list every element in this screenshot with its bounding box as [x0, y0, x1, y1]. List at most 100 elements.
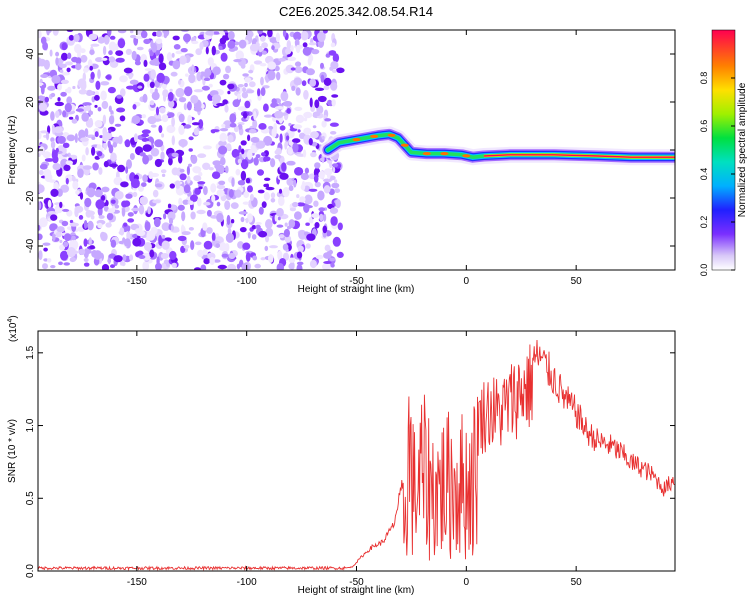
noise-blob	[326, 169, 331, 180]
noise-blob	[43, 59, 51, 70]
noise-blob	[39, 217, 48, 228]
y-tick-label: -20	[25, 190, 36, 205]
noise-blob	[158, 235, 163, 245]
noise-blob	[203, 185, 208, 196]
noise-blob	[42, 242, 51, 246]
noise-blob	[47, 211, 57, 215]
noise-blob	[68, 34, 74, 41]
noise-blob	[323, 185, 331, 194]
noise-blob	[38, 201, 42, 210]
noise-blob	[241, 87, 247, 93]
noise-blob	[142, 144, 152, 152]
noise-blob	[38, 102, 48, 112]
noise-blob	[300, 172, 309, 181]
noise-blob	[126, 159, 132, 170]
noise-blob	[307, 57, 312, 66]
noise-blob	[187, 114, 193, 125]
noise-blob	[45, 131, 50, 141]
noise-blob	[263, 156, 268, 162]
noise-blob	[110, 199, 116, 204]
noise-blob	[38, 169, 44, 176]
noise-blob	[250, 136, 260, 143]
noise-blob	[82, 165, 92, 170]
noise-blob	[311, 49, 320, 55]
noise-blob	[64, 102, 72, 113]
noise-blob	[227, 134, 234, 143]
noise-blob	[274, 110, 284, 119]
noise-blob	[325, 53, 331, 58]
noise-blob	[169, 183, 175, 189]
noise-blob	[43, 258, 49, 262]
noise-blob	[96, 151, 103, 157]
spectrogram-y-label: Frequency (Hz)	[7, 116, 18, 185]
spectrogram-image	[38, 30, 675, 270]
noise-blob	[296, 251, 303, 259]
noise-blob	[142, 154, 150, 165]
noise-blob	[303, 117, 308, 122]
noise-blob	[138, 255, 146, 259]
noise-blob	[158, 62, 167, 71]
noise-blob	[243, 191, 250, 198]
noise-blob	[330, 82, 338, 91]
snr-panel: -150 -100 -50 0 50 0.0 0.5 1.0 1.5 Height of st…	[7, 315, 676, 596]
snr-scale-label: (x10	[8, 322, 19, 342]
noise-blob	[331, 182, 340, 189]
noise-blob	[55, 51, 60, 57]
noise-blob	[150, 147, 160, 157]
noise-blob	[50, 265, 56, 269]
noise-blob	[264, 245, 269, 252]
noise-blob	[49, 49, 53, 57]
noise-blob	[98, 167, 103, 175]
noise-blob	[198, 119, 204, 129]
noise-blob	[60, 250, 69, 261]
noise-blob	[321, 120, 327, 128]
noise-blob	[323, 213, 327, 222]
noise-blob	[197, 181, 206, 185]
noise-blob	[98, 215, 105, 219]
noise-blob	[62, 208, 70, 212]
noise-blob	[88, 33, 98, 40]
noise-blob	[296, 194, 300, 199]
noise-blob	[255, 224, 261, 230]
noise-blob	[101, 57, 108, 61]
noise-blob	[97, 222, 103, 229]
noise-blob	[61, 220, 69, 227]
noise-blob	[225, 232, 234, 243]
noise-blob	[314, 99, 320, 109]
noise-blob	[161, 133, 165, 138]
noise-blob	[321, 263, 331, 270]
noise-blob	[108, 41, 117, 52]
noise-blob	[226, 214, 231, 226]
noise-blob	[240, 170, 247, 181]
noise-blob	[121, 207, 126, 217]
noise-blob	[252, 255, 258, 261]
noise-blob	[248, 69, 254, 74]
noise-blob	[274, 65, 280, 72]
noise-blob	[261, 50, 267, 55]
noise-blob	[101, 264, 110, 270]
noise-blob	[267, 61, 277, 70]
noise-blob	[154, 158, 162, 168]
noise-blob	[133, 133, 138, 143]
noise-blob	[177, 235, 187, 242]
noise-blob	[251, 234, 257, 240]
noise-blob	[115, 57, 125, 63]
noise-blob	[303, 111, 313, 119]
noise-blob	[163, 93, 167, 102]
noise-blob	[149, 249, 155, 258]
noise-blob	[208, 167, 214, 171]
noise-blob	[296, 261, 304, 266]
noise-blob	[152, 199, 161, 204]
noise-blob	[197, 153, 207, 158]
noise-blob	[258, 206, 264, 215]
noise-blob	[213, 259, 221, 263]
noise-blob	[203, 240, 213, 250]
noise-blob	[270, 198, 276, 203]
noise-blob	[323, 252, 332, 259]
noise-blob	[237, 84, 244, 88]
noise-blob	[138, 204, 145, 215]
noise-blob	[126, 225, 131, 232]
snr-y-ticks: 0.0 0.5 1.0 1.5	[25, 345, 675, 578]
noise-blob	[167, 211, 176, 221]
noise-blob	[292, 142, 299, 153]
